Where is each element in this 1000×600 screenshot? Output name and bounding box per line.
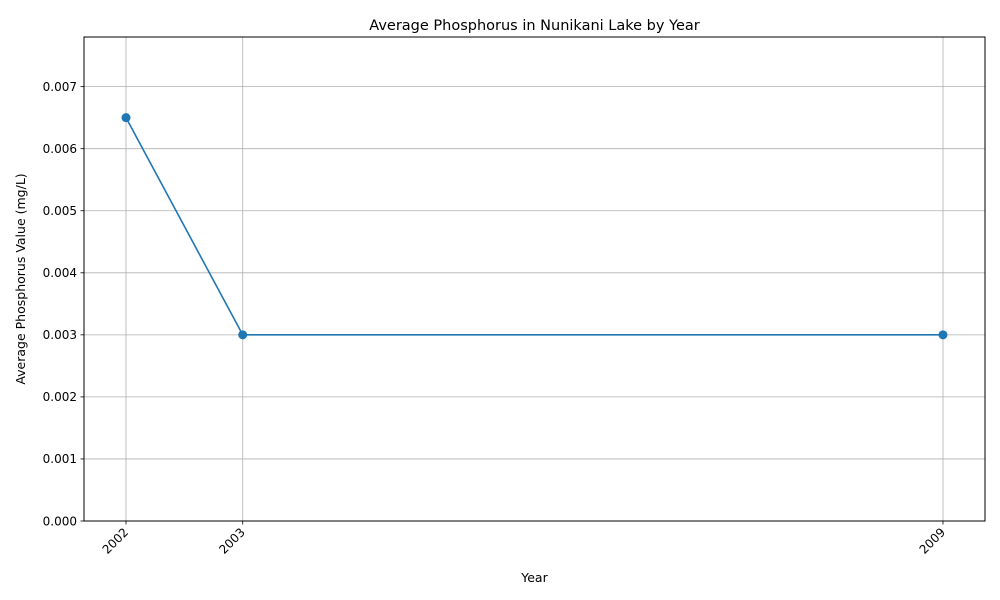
plot-area-frame — [83, 36, 986, 522]
y-tick-label: 0.003 — [43, 328, 77, 342]
y-tick-label: 0.002 — [43, 390, 77, 404]
y-tick-label: 0.005 — [43, 204, 77, 218]
y-tick-label: 0.006 — [43, 142, 77, 156]
y-tick-label: 0.001 — [43, 452, 77, 466]
y-axis-ticks: 0.000 0.001 0.002 0.003 0.004 0.005 0.006 0.007 — [43, 80, 84, 528]
x-axis-label: Year — [520, 570, 548, 585]
data-point — [238, 330, 248, 340]
grid-lines — [84, 37, 985, 522]
y-axis-label: Average Phosphorus Value (mg/L) — [13, 173, 28, 384]
series-line — [121, 113, 948, 340]
chart-title: Average Phosphorus in Nunikani Lake by Y… — [369, 18, 700, 34]
y-tick-label: 0.007 — [43, 80, 77, 94]
data-point — [121, 113, 131, 123]
y-tick-label: 0.004 — [43, 266, 77, 280]
y-tick-label: 0.000 — [43, 514, 77, 528]
data-point — [938, 330, 948, 340]
